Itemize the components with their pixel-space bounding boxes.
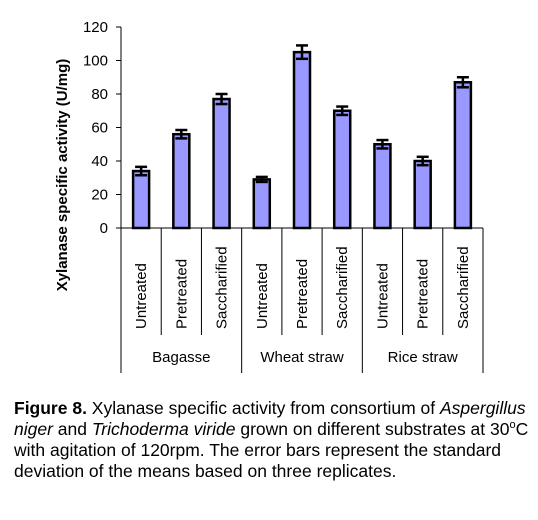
category-label: Untreated [133, 263, 150, 329]
caption-text-1: Xylanase specific activity from consorti… [86, 398, 440, 418]
caption-text-4: C with agitation of 120rpm. The error ba… [14, 419, 529, 481]
caption-species-2: Trichoderma viride [91, 419, 236, 439]
y-tick-label: 60 [91, 120, 108, 137]
bar-saccharified [453, 81, 473, 230]
bar-pretreated [172, 132, 191, 230]
y-tick-label: 0 [100, 220, 108, 237]
bars [131, 50, 473, 230]
bar-saccharified [332, 109, 352, 230]
y-tick-label: 40 [91, 153, 108, 170]
category-label: Saccharified [334, 246, 351, 329]
category-label: Pretreated [294, 259, 311, 329]
caption-text-3: grown on different substrates at 30 [235, 419, 510, 439]
y-tick-label: 100 [83, 53, 108, 70]
y-tick-label: 80 [91, 86, 108, 103]
bar-untreated [252, 178, 272, 230]
bar-pretreated [292, 50, 312, 230]
caption-label: Figure 8. [14, 398, 87, 418]
y-tick-labels: 0 20 40 60 80 100 120 [83, 19, 108, 237]
category-label: Saccharified [455, 246, 472, 329]
bar-pretreated [413, 159, 432, 230]
caption-degree: o [509, 419, 516, 431]
group-label: Wheat straw [260, 349, 344, 366]
bar-chart: 0 20 40 60 80 100 120 Untreated Pretreated Sacch… [54, 19, 484, 373]
category-label: Saccharified [214, 246, 231, 329]
group-label: Rice straw [388, 349, 458, 366]
category-label: Pretreated [173, 259, 190, 329]
category-label: Untreated [254, 263, 271, 329]
figure-caption: Figure 8. Xylanase specific activity fro… [14, 398, 532, 482]
group-label: Bagasse [152, 349, 210, 366]
category-label: Pretreated [415, 259, 432, 329]
group-labels: Bagasse Wheat straw Rice straw [152, 349, 458, 366]
bar-saccharified [212, 97, 231, 230]
category-label: Untreated [374, 263, 391, 329]
y-tick-label: 120 [83, 19, 108, 36]
bar-untreated [373, 143, 392, 230]
y-tick-label: 20 [91, 187, 108, 204]
category-labels: Untreated Pretreated Saccharified Untreated… [133, 246, 472, 329]
bar-untreated [131, 169, 151, 230]
caption-species-1: Aspergillus niger [14, 398, 526, 439]
y-axis-label: Xylanase specific activity (U/mg) [54, 59, 71, 292]
error-bars [135, 44, 469, 184]
caption-text-2: and [52, 419, 92, 439]
